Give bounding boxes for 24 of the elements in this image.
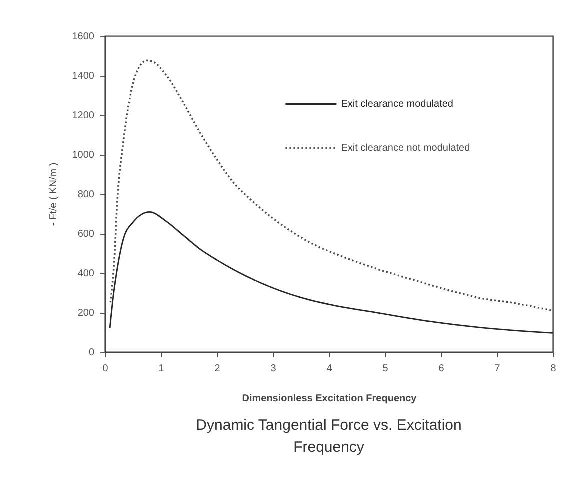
- x-tick-label: 1: [158, 364, 165, 374]
- y-axis-title: - Ft/e ( KN/m ): [48, 162, 60, 226]
- y-tick-label: 800: [78, 190, 95, 200]
- y-tick-label: 1200: [72, 110, 95, 122]
- y-tick-label: 1600: [72, 32, 95, 42]
- x-axis-title: Dimensionless Excitation Frequency: [242, 394, 418, 404]
- x-tick-label: 8: [550, 364, 557, 374]
- text: Exit clearance not modulated: [341, 143, 470, 154]
- y-tick-label: 0: [88, 348, 95, 358]
- text: Dynamic Tangential Force vs. Excitation Frequency: [196, 417, 462, 456]
- x-tick-label: 2: [214, 364, 221, 374]
- x-tick-label: 6: [438, 364, 445, 374]
- y-tick-label: 400: [78, 268, 95, 280]
- line-series: [109, 211, 553, 334]
- y-tick-label: 200: [78, 308, 95, 319]
- x-tick-label: 0: [102, 364, 109, 374]
- x-tick-label: 3: [270, 364, 277, 374]
- text: Exit clearance modulated: [341, 99, 454, 110]
- y-tick-label: 600: [78, 229, 95, 240]
- y-tick-label: 1000: [72, 150, 95, 161]
- x-tick-label: 5: [382, 364, 389, 374]
- x-tick-label: 7: [494, 364, 501, 374]
- y-tick-label: 1400: [72, 71, 95, 82]
- x-tick-label: 4: [326, 364, 333, 374]
